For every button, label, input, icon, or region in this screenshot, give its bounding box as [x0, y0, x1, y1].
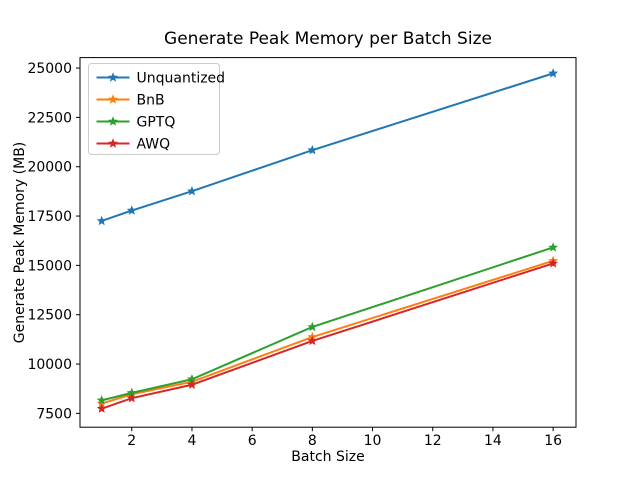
legend-entry-gptq: GPTQ	[96, 115, 176, 131]
series-gptq	[96, 242, 559, 405]
legend-entry-unquantized: Unquantized	[96, 71, 226, 87]
y-tick-label: 7500	[36, 406, 72, 422]
legend-entry-bnb: BnB	[96, 93, 165, 109]
series-line-bnb	[101, 259, 554, 405]
data-point-marker	[548, 68, 559, 78]
y-tick-label: 22500	[27, 110, 72, 126]
legend-label: Unquantized	[137, 71, 226, 87]
data-point-marker	[126, 205, 137, 215]
data-point-marker	[307, 321, 318, 332]
x-tick-label: 4	[188, 433, 197, 449]
legend-marker-sample	[108, 138, 118, 148]
y-tick-label: 25000	[27, 61, 72, 77]
legend-entry-awq: AWQ	[96, 137, 171, 153]
legend-marker-sample	[108, 94, 118, 104]
chart-title: Generate Peak Memory per Batch Size	[164, 29, 492, 49]
data-point-marker	[548, 258, 559, 268]
data-point-marker	[187, 379, 197, 389]
y-tick-label: 15000	[27, 258, 72, 274]
data-point-marker	[96, 398, 107, 408]
legend-label: AWQ	[137, 137, 171, 153]
x-tick-label: 12	[424, 433, 442, 449]
series-awq	[96, 258, 559, 413]
legend: Unquantized BnB GPTQ AWQ	[88, 63, 226, 155]
legend-label: BnB	[137, 93, 165, 109]
data-point-marker	[96, 215, 107, 226]
x-tick-label: 6	[248, 433, 257, 449]
data-point-marker	[96, 403, 107, 413]
x-tick-label: 8	[308, 433, 317, 449]
x-axis-label: Batch Size	[291, 449, 364, 465]
x-tick-label: 14	[484, 433, 502, 449]
y-tick-label: 12500	[27, 308, 72, 324]
x-tick-label: 2	[127, 433, 136, 449]
data-point-marker	[187, 185, 197, 196]
x-tick-label: 16	[544, 433, 562, 449]
y-tick-label: 17500	[27, 209, 72, 225]
data-point-marker	[548, 242, 559, 252]
axes: 7500 10000 12500 15000 17500 20000 22500 25000 2…	[27, 57, 577, 449]
legend-label: GPTQ	[137, 115, 176, 131]
y-tick-label: 10000	[27, 357, 72, 373]
data-point-marker	[126, 387, 137, 398]
data-point-marker	[96, 395, 107, 405]
data-point-marker	[187, 374, 197, 384]
data-point-marker	[126, 392, 137, 403]
y-axis-label: Generate Peak Memory (MB)	[12, 142, 28, 344]
series-group	[96, 68, 559, 413]
data-point-marker	[307, 335, 318, 346]
x-tick-label: 10	[364, 433, 382, 449]
y-tick-label: 20000	[27, 160, 72, 176]
data-point-marker	[307, 144, 318, 155]
series-unquantized	[96, 68, 559, 226]
legend-marker-sample	[108, 116, 118, 126]
plot-border	[79, 57, 577, 428]
legend-marker-sample	[108, 72, 118, 82]
legend-frame	[88, 63, 220, 155]
series-line-gptq	[101, 246, 554, 402]
